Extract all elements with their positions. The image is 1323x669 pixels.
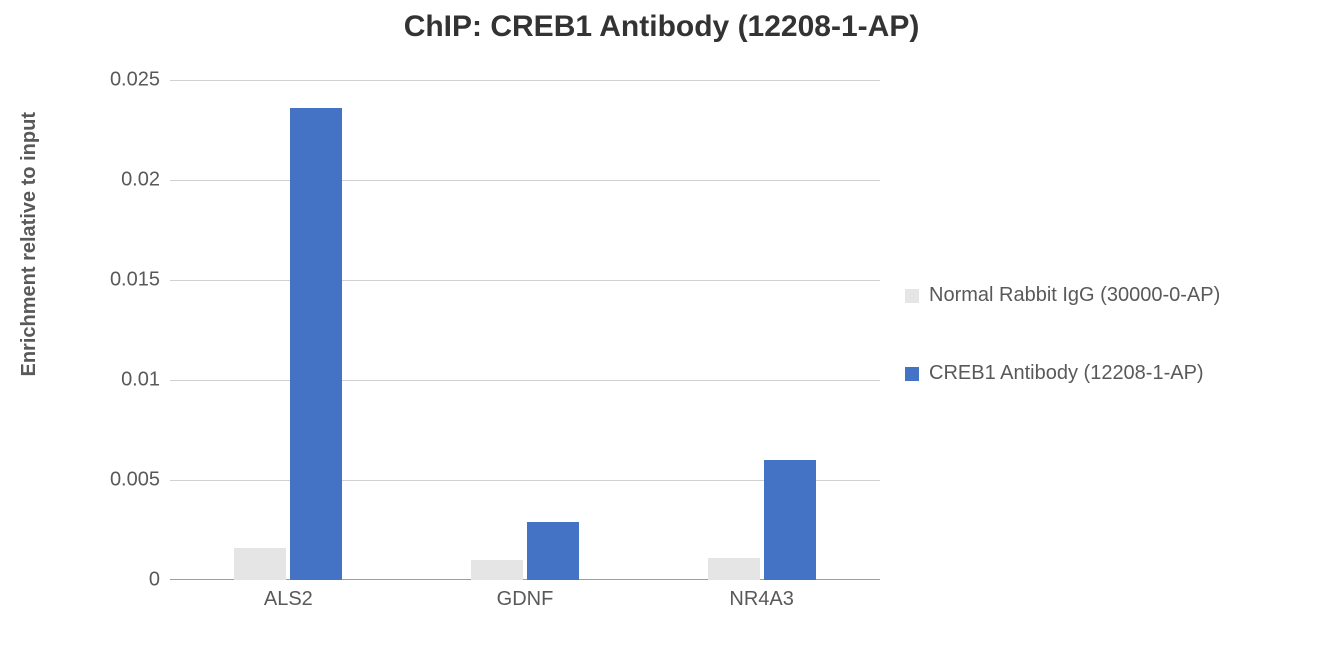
grid-line (170, 80, 880, 81)
plot-area: 00.0050.010.0150.020.025ALS2GDNFNR4A3 (170, 80, 880, 580)
bar (234, 548, 286, 580)
y-tick-label: 0.005 (110, 469, 160, 492)
legend-swatch (905, 367, 919, 381)
legend-label: CREB1 Antibody (12208-1-AP) (929, 362, 1204, 385)
legend-item: Normal Rabbit IgG (30000-0-AP) (905, 284, 1305, 307)
y-tick-label: 0.015 (110, 269, 160, 292)
y-tick-label: 0 (149, 569, 160, 592)
bar (527, 522, 579, 580)
bar (290, 108, 342, 580)
grid-line (170, 380, 880, 381)
chart-container: ChIP: CREB1 Antibody (12208-1-AP) Enrich… (0, 0, 1323, 669)
legend-label: Normal Rabbit IgG (30000-0-AP) (929, 284, 1220, 307)
grid-line (170, 280, 880, 281)
bar (708, 558, 760, 580)
y-tick-label: 0.025 (110, 69, 160, 92)
x-tick-label: NR4A3 (729, 588, 793, 611)
legend: Normal Rabbit IgG (30000-0-AP) CREB1 Anti… (905, 0, 1305, 669)
x-tick-label: ALS2 (264, 588, 313, 611)
legend-swatch (905, 289, 919, 303)
y-tick-label: 0.02 (121, 169, 160, 192)
y-tick-label: 0.01 (121, 369, 160, 392)
bar (764, 460, 816, 580)
legend-item: CREB1 Antibody (12208-1-AP) (905, 362, 1305, 385)
y-axis-label: Enrichment relative to input (18, 112, 41, 376)
bar (471, 560, 523, 580)
x-tick-label: GDNF (497, 588, 554, 611)
grid-line (170, 180, 880, 181)
